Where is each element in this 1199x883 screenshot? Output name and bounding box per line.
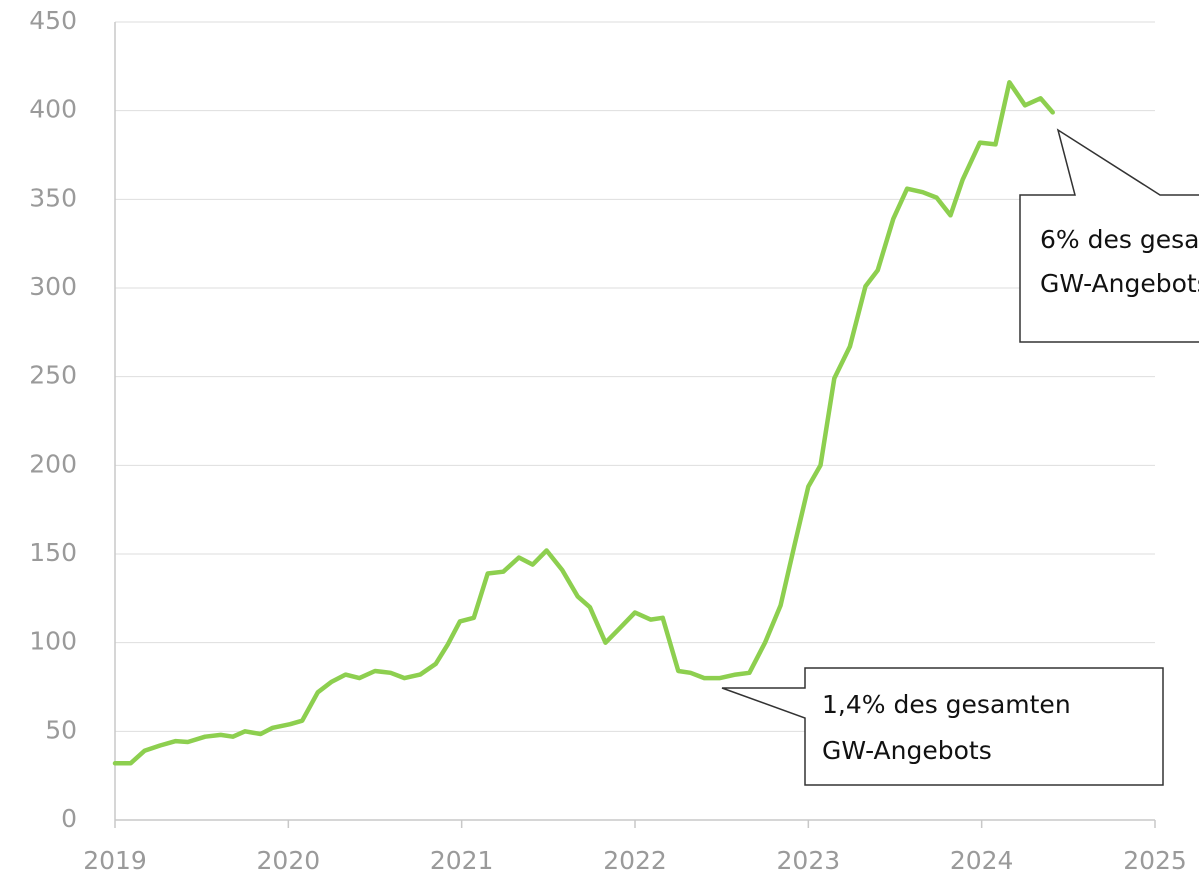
x-tick-label: 2021 xyxy=(430,846,494,875)
annotation-text: 1,4% des gesamten xyxy=(822,690,1071,719)
x-tick-label: 2022 xyxy=(603,846,667,875)
y-tick-label: 350 xyxy=(29,183,77,212)
y-tick-label: 450 xyxy=(29,6,77,35)
y-tick-label: 400 xyxy=(29,95,77,124)
callout-box xyxy=(721,667,1164,786)
y-tick-label: 200 xyxy=(29,449,77,478)
x-tick-label: 2025 xyxy=(1123,846,1187,875)
x-tick-label: 2023 xyxy=(777,846,841,875)
y-tick-label: 0 xyxy=(61,804,77,833)
y-tick-label: 100 xyxy=(29,627,77,656)
callout-box xyxy=(1019,128,1199,343)
x-tick-label: 2020 xyxy=(257,846,321,875)
annotation-text: 6% des gesamten xyxy=(1040,225,1199,254)
y-tick-label: 250 xyxy=(29,361,77,390)
y-tick-label: 300 xyxy=(29,272,77,301)
x-tick-label: 2024 xyxy=(950,846,1014,875)
y-tick-label: 50 xyxy=(45,715,77,744)
x-tick-label: 2019 xyxy=(83,846,147,875)
annotation-text: GW-Angebots xyxy=(822,736,992,765)
y-tick-label: 150 xyxy=(29,538,77,567)
annotation-text: GW-Angebots xyxy=(1040,269,1199,298)
grid xyxy=(115,21,1155,732)
data-line xyxy=(112,80,1055,766)
